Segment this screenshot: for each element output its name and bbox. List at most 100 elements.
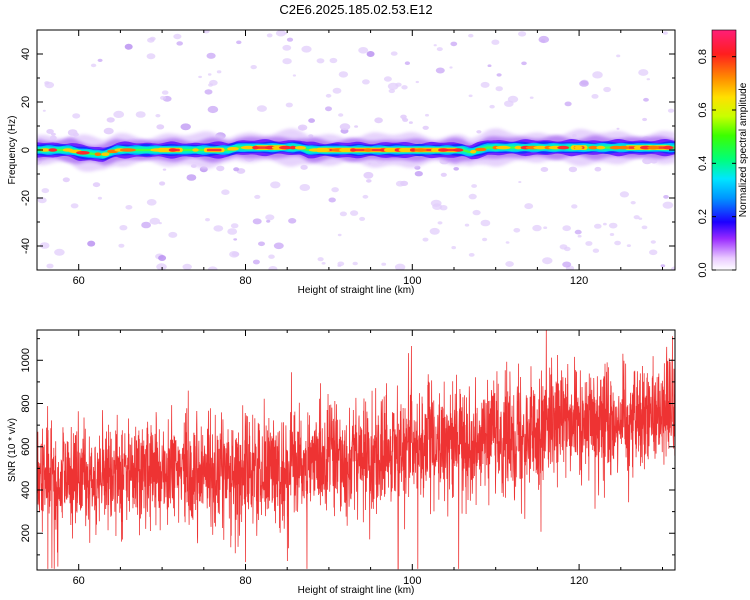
spectrogram-noise-blob — [542, 257, 553, 265]
spectrogram-hot-spot — [363, 148, 373, 152]
spectrogram-noise-blob — [97, 196, 102, 200]
spectrogram-noise-blob — [250, 65, 257, 70]
spectrogram-noise-blob — [592, 248, 600, 253]
spectrogram-noise-blob — [381, 262, 387, 266]
spectrogram-hot-spot — [430, 148, 441, 152]
spectrogram-noise-blob — [433, 44, 437, 47]
snr-series-line — [37, 330, 675, 570]
spectrogram-hot-spot — [339, 148, 353, 152]
spectrogram-noise-blob — [207, 73, 212, 76]
spectrogram-noise-blob — [667, 108, 675, 113]
spectrogram-noise-blob — [487, 64, 492, 67]
spectrogram-noise-blob — [359, 216, 366, 221]
spectrogram-hot-spot — [514, 145, 522, 150]
spectrogram-noise-blob — [643, 97, 649, 102]
spectrogram-noise-blob — [321, 262, 326, 265]
spectrogram-noise-blob — [513, 228, 521, 233]
colorbar-tick-label: 0.4 — [697, 156, 709, 171]
snr-x-tick-label: 80 — [239, 575, 251, 587]
spectrogram-noise-blob — [577, 234, 582, 238]
spectrogram-noise-blob — [568, 166, 578, 173]
spectrogram-hot-spot — [633, 145, 643, 150]
spectrogram-y-tick-label: 40 — [20, 48, 32, 60]
spectrogram-noise-blob — [619, 191, 630, 198]
spectrogram-noise-blob — [162, 168, 167, 171]
spectrogram-noise-blob — [464, 223, 470, 227]
spectrogram-y-tick-label: -20 — [20, 190, 32, 206]
spectrogram-noise-blob — [414, 171, 423, 177]
spectrogram-noise-blob — [332, 87, 342, 94]
spectrogram-noise-blob — [216, 165, 225, 172]
spectrogram-hot-spot — [588, 145, 599, 150]
spectrogram-noise-blob — [642, 117, 648, 122]
colorbar-tick-label: 0.6 — [697, 102, 709, 117]
spectrogram-noise-blob — [147, 37, 155, 43]
spectrogram-hot-spot — [533, 145, 548, 150]
spectrogram-noise-blob — [402, 117, 409, 122]
snr-x-tick-label: 60 — [73, 575, 85, 587]
spectrogram-noise-blob — [149, 217, 160, 225]
spectrogram-noise-blob — [468, 94, 473, 98]
spectrogram-noise-blob — [437, 221, 443, 225]
spectrogram-noise-blob — [390, 51, 398, 56]
spectrogram-hot-spot — [279, 145, 292, 150]
spectrogram-noise-blob — [208, 83, 214, 87]
spectrogram-noise-blob — [317, 257, 324, 262]
spectrogram-hot-spot — [158, 148, 173, 152]
spectrogram-noise-blob — [266, 219, 271, 223]
spectrogram-noise-blob — [408, 121, 413, 124]
spectrogram-noise-blob — [422, 125, 429, 130]
spectrogram-noise-blob — [468, 33, 474, 38]
spectrogram-noise-blob — [339, 123, 351, 131]
spectrogram-noise-blob — [496, 73, 502, 77]
spectrogram-noise-blob — [282, 44, 292, 51]
spectrogram-hot-spot — [574, 145, 583, 150]
spectrogram-noise-blob — [233, 238, 238, 241]
spectrogram-noise-blob — [252, 259, 260, 265]
spectrogram-noise-blob — [87, 240, 96, 247]
spectrogram-noise-blob — [236, 40, 242, 45]
spectrogram-noise-blob — [663, 195, 669, 199]
spectrogram-noise-blob — [366, 51, 375, 57]
colorbar-tick-label: 0.2 — [697, 209, 709, 224]
spectrogram-noise-blob — [158, 222, 162, 225]
spectrogram-hot-spot — [409, 148, 417, 152]
spectrogram-hot-spot — [289, 145, 297, 150]
spectrogram-noise-blob — [62, 177, 70, 183]
spectrogram-noise-blob — [37, 197, 47, 204]
spectrogram-axes: 60 80 100 120 -40 -20 0 20 40 — [20, 29, 675, 287]
spectrogram-noise-blob — [203, 30, 210, 34]
spectrogram-y-tick-label: 0 — [20, 147, 32, 153]
spectrogram-noise-blob — [265, 214, 275, 221]
spectrogram-noise-blob — [594, 166, 602, 172]
spectrogram-noise-blob — [603, 86, 611, 93]
spectrogram-noise-blob — [328, 197, 336, 203]
spectrogram-noise-blob — [266, 33, 273, 38]
spectrogram-noise-blob — [646, 78, 650, 81]
spectrogram-noise-blob — [54, 248, 65, 256]
spectrogram-hot-spot — [227, 147, 239, 151]
spectrogram-noise-blob — [286, 37, 294, 42]
spectrogram-noise-blob — [206, 52, 216, 59]
spectrogram-noise-blob — [592, 71, 603, 79]
spectrogram-hot-spot — [294, 146, 307, 150]
spectrogram-noise-blob — [135, 111, 146, 118]
spectrogram-noise-blob — [297, 124, 308, 131]
spectrogram-noise-blob — [70, 203, 79, 209]
spectrogram-noise-blob — [207, 266, 218, 270]
spectrogram-noise-blob — [252, 218, 262, 225]
spectrogram-noise-blob — [608, 222, 618, 229]
spectrogram-hot-spot — [470, 149, 477, 154]
spectrogram-hot-spot — [474, 147, 487, 152]
spectrogram-hot-spot — [119, 148, 136, 152]
spectrogram-hot-spot — [350, 148, 357, 152]
spectrogram-noise-blob — [449, 66, 453, 69]
spectrogram-noise-blob — [106, 117, 115, 123]
snr-y-tick-label: 600 — [20, 438, 32, 456]
spectrogram-hot-spot — [76, 151, 90, 155]
spectrogram-noise-blob — [182, 263, 192, 270]
spectrogram-noise-blob — [616, 127, 620, 130]
spectrogram-noise-blob — [118, 243, 125, 248]
spectrogram-noise-blob — [282, 58, 292, 65]
spectrogram-noise-blob — [440, 172, 447, 177]
